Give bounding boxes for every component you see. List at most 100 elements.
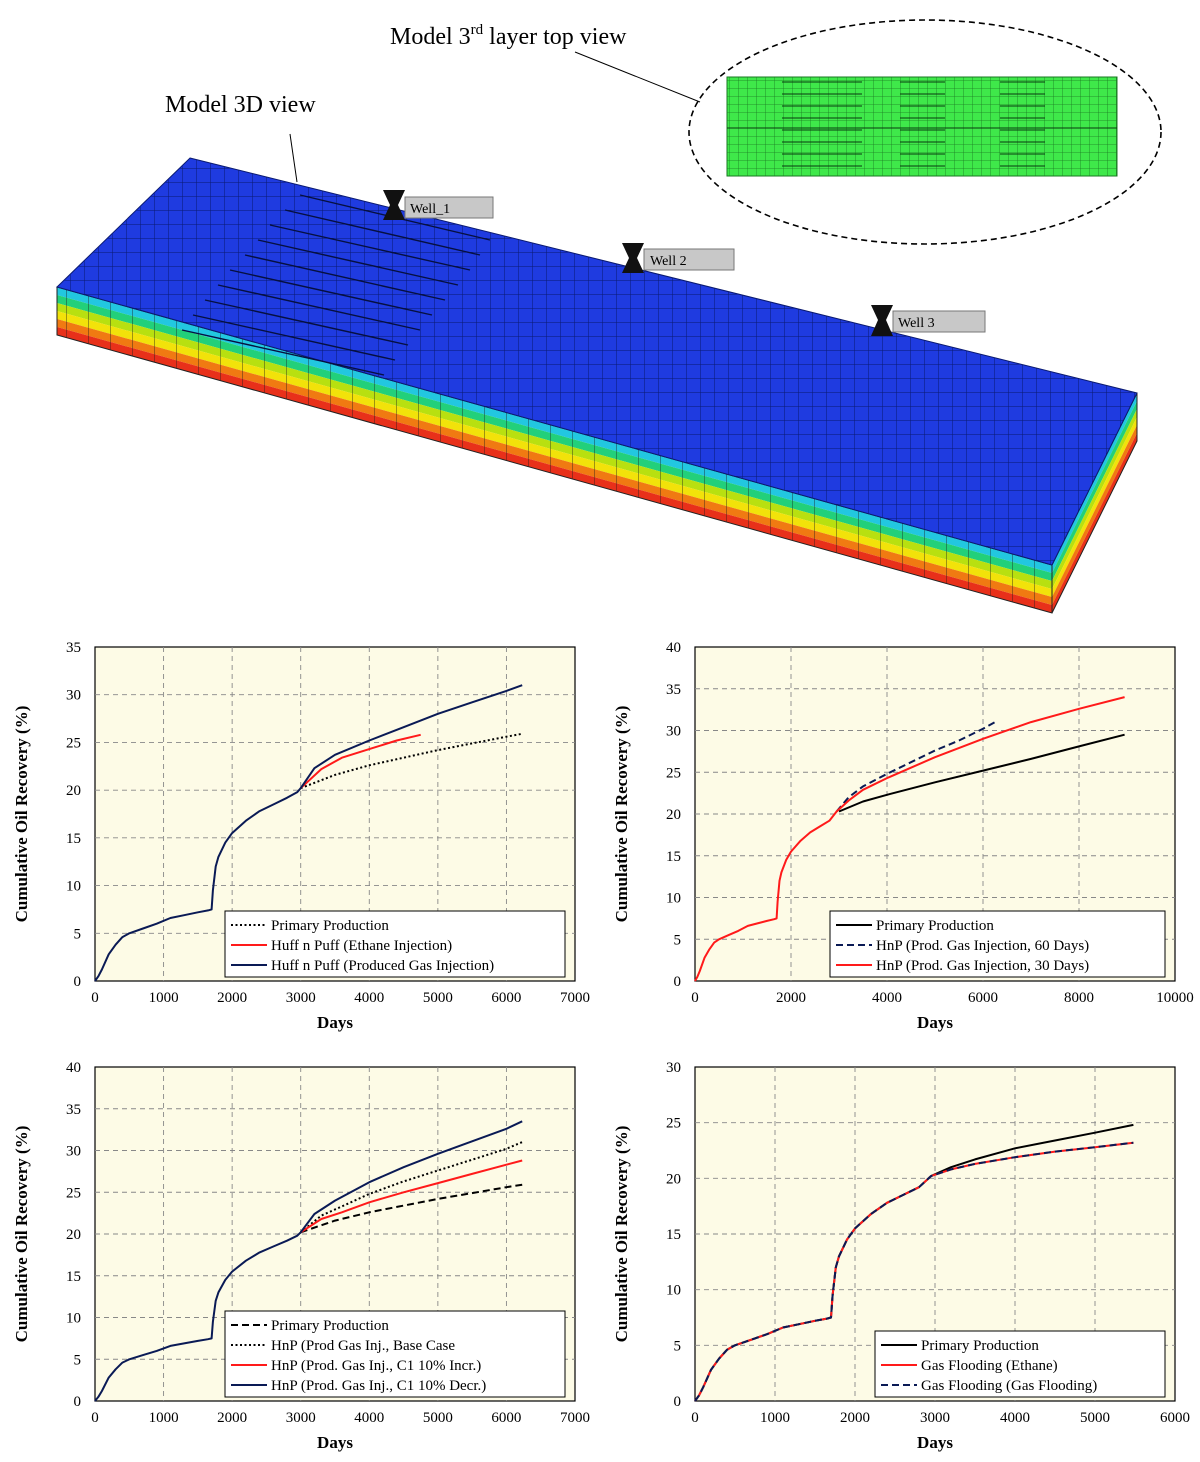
y-tick-label: 40 — [66, 1060, 81, 1076]
x-tick-label: 1000 — [149, 990, 179, 1006]
y-tick-label: 25 — [66, 735, 81, 751]
y-tick-label: 35 — [666, 682, 681, 698]
x-tick-label: 5000 — [423, 990, 453, 1006]
well-2-label: Well 2 — [650, 254, 687, 269]
series-line-2 — [694, 1141, 1134, 1402]
chart-3-c1-sensitivity: 0 1000 2000 3000 4000 5000 6000 7000 0 5 10 15 20 25 3… — [12, 1060, 590, 1452]
legend-entry: HnP (Prod. Gas Injection, 30 Days) — [876, 958, 1089, 974]
model-top-face — [56, 157, 1138, 566]
side-layer-right-3 — [1052, 417, 1137, 597]
y-tick-label: 20 — [666, 807, 681, 823]
model-3d-leader — [289, 133, 298, 183]
x-axis-label: Days — [317, 1013, 353, 1032]
x-tick-label: 2000 — [217, 1410, 247, 1426]
y-tick-label: 15 — [666, 849, 681, 865]
chart-1-ethane-vs-produced-gas: 0 1000 2000 3000 4000 5000 6000 7000 0 5 10 15 20 25 3… — [12, 640, 590, 1032]
y-tick-label: 20 — [66, 1227, 81, 1243]
x-axis-label: Days — [917, 1433, 953, 1452]
legend-box — [224, 910, 566, 978]
model-side-layers — [56, 286, 1138, 614]
series-line-2 — [94, 684, 523, 982]
y-tick-label: 10 — [66, 879, 81, 895]
y-tick-label: 15 — [66, 1269, 81, 1285]
y-tick-label: 25 — [666, 1116, 681, 1132]
y-tick-label: 5 — [74, 926, 82, 942]
well-2: Well 2 — [622, 243, 735, 273]
y-tick-label: 35 — [66, 1102, 81, 1118]
x-tick-label: 3000 — [920, 1410, 950, 1426]
well-1-label: Well_1 — [410, 202, 450, 217]
y-tick-label: 30 — [66, 688, 81, 704]
y-axis-label: Cumulative Oil Recovery (%) — [612, 1126, 631, 1343]
y-tick-label: 20 — [666, 1171, 681, 1187]
x-tick-label: 2000 — [840, 1410, 870, 1426]
x-tick-label: 6000 — [1160, 1410, 1190, 1426]
top-view-outline — [688, 19, 1162, 245]
x-tick-label: 2000 — [776, 990, 806, 1006]
y-tick-label: 0 — [74, 974, 82, 990]
side-layer-right-2 — [1052, 409, 1137, 589]
y-tick-label: 35 — [66, 640, 81, 656]
x-axis-label: Days — [317, 1433, 353, 1452]
x-tick-label: 1000 — [149, 1410, 179, 1426]
side-layer-right-5 — [1052, 433, 1137, 613]
y-tick-label: 20 — [66, 783, 81, 799]
x-tick-label: 6000 — [491, 990, 521, 1006]
x-tick-label: 5000 — [423, 1410, 453, 1426]
legend-entry: Primary Production — [271, 1318, 389, 1334]
x-tick-label: 6000 — [968, 990, 998, 1006]
legend-entry: Huff n Puff (Ethane Injection) — [271, 938, 452, 954]
y-tick-label: 5 — [74, 1352, 82, 1368]
legend-box — [224, 1310, 566, 1398]
x-tick-label: 6000 — [491, 1410, 521, 1426]
legend-entry: HnP (Prod Gas Inj., Base Case — [271, 1338, 455, 1354]
y-tick-label: 30 — [666, 724, 681, 740]
x-tick-label: 3000 — [286, 990, 316, 1006]
x-tick-label: 5000 — [1080, 1410, 1110, 1426]
model-top-title: Model 3rd layer top view — [390, 22, 627, 50]
x-tick-label: 0 — [91, 990, 99, 1006]
y-axis-label: Cumulative Oil Recovery (%) — [612, 706, 631, 923]
y-tick-label: 25 — [66, 1185, 81, 1201]
legend-entry: Primary Production — [271, 918, 389, 934]
legend-entry: Huff n Puff (Produced Gas Injection) — [271, 958, 494, 974]
series-line-2 — [694, 696, 1125, 982]
legend-entry: HnP (Prod. Gas Inj., C1 10% Decr.) — [271, 1378, 486, 1394]
x-tick-label: 4000 — [354, 1410, 384, 1426]
x-tick-label: 2000 — [217, 990, 247, 1006]
side-layer-right-0 — [1052, 393, 1137, 573]
side-layer-right-4 — [1052, 425, 1137, 605]
well-3-label: Well 3 — [898, 316, 935, 331]
side-layer-right-1 — [1052, 401, 1137, 581]
y-tick-label: 15 — [666, 1227, 681, 1243]
well-3: Well 3 — [871, 305, 986, 336]
y-tick-label: 15 — [66, 831, 81, 847]
y-tick-label: 30 — [66, 1144, 81, 1160]
legend-entry: Gas Flooding (Ethane) — [921, 1358, 1058, 1374]
series-line-0 — [300, 1183, 523, 1234]
y-tick-label: 0 — [674, 974, 682, 990]
x-tick-label: 3000 — [286, 1410, 316, 1426]
top-view-grid — [726, 76, 1118, 177]
series-line-1 — [300, 1141, 523, 1234]
model-3d-title: Model 3D view — [165, 92, 316, 118]
x-tick-label: 4000 — [354, 990, 384, 1006]
model-top-leader — [574, 51, 701, 103]
legend-box — [829, 910, 1166, 978]
reservoir-model-figure: Well_1 Well 2 Well 3 Model 3D view Model… — [56, 19, 1162, 614]
top-view-fractures — [727, 81, 1117, 167]
y-tick-label: 10 — [66, 1311, 81, 1327]
series-line-1 — [300, 733, 421, 789]
y-tick-label: 10 — [666, 1283, 681, 1299]
y-tick-label: 30 — [666, 1060, 681, 1076]
x-tick-label: 7000 — [560, 990, 590, 1006]
x-tick-label: 7000 — [560, 1410, 590, 1426]
y-axis-label: Cumulative Oil Recovery (%) — [12, 706, 31, 923]
legend-box — [874, 1330, 1166, 1398]
legend-entry: Gas Flooding (Gas Flooding) — [921, 1378, 1097, 1394]
y-axis-label: Cumulative Oil Recovery (%) — [12, 1126, 31, 1343]
series-line-0 — [838, 733, 1125, 813]
series-line-3 — [94, 1120, 523, 1402]
y-tick-label: 40 — [666, 640, 681, 656]
series-line-2 — [300, 1159, 523, 1234]
